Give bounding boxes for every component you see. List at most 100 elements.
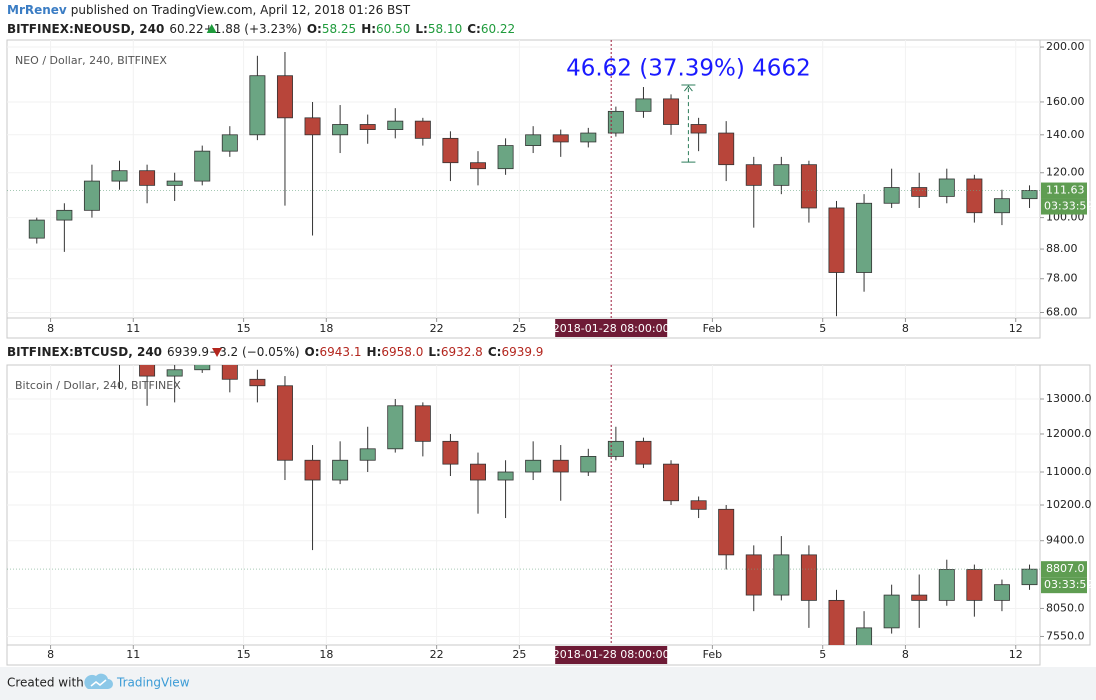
tradingview-logo[interactable] <box>84 673 113 689</box>
candle-body <box>497 471 514 481</box>
quote-value: 6958.0 <box>381 345 423 359</box>
candle-body <box>221 134 238 152</box>
candle-body <box>663 463 680 502</box>
candle-body <box>56 209 73 221</box>
quote-value: 58.25 <box>322 22 356 36</box>
candle-body <box>993 198 1010 214</box>
symbol: BITFINEX:BTCUSD, 240 <box>7 345 162 359</box>
candle-body <box>221 365 238 380</box>
candle-body <box>1021 190 1038 200</box>
measure-arrow <box>684 85 693 92</box>
countdown-label: 03:33:52 <box>1044 578 1093 591</box>
candle-body <box>883 187 900 204</box>
candle-body <box>332 459 349 481</box>
candle-body <box>470 463 486 481</box>
candle-body <box>249 378 266 387</box>
quote-label: L: <box>415 22 427 36</box>
x-tick-label: 5 <box>819 322 826 335</box>
quote-value: 60.50 <box>376 22 410 36</box>
candle-body <box>745 554 762 596</box>
candle-body <box>828 207 845 273</box>
x-tick-label: 8 <box>902 648 909 661</box>
symbol: BITFINEX:NEOUSD, 240 <box>7 22 164 36</box>
change: −3.2 (−0.05%) <box>209 345 300 359</box>
quote-label: L: <box>428 345 440 359</box>
candle-body <box>911 187 928 197</box>
y-tick-label: 9400.0 <box>1046 534 1085 547</box>
candle-body <box>111 170 128 182</box>
candle-body <box>304 117 321 136</box>
x-tick-label: 22 <box>430 648 444 661</box>
x-tick-label: Feb <box>703 648 722 661</box>
logo-line <box>90 679 107 687</box>
symbol-header: BITFINEX:BTCUSD, 240 6939.9−3.2 (−0.05%) O… <box>7 345 543 359</box>
candle-body <box>663 98 680 125</box>
y-tick-label: 160.00 <box>1046 95 1085 108</box>
quote-label: H: <box>367 345 382 359</box>
footer-bar <box>0 667 1096 700</box>
time-axis <box>6 317 1041 339</box>
price-axis <box>1039 39 1091 319</box>
brand[interactable]: TradingView <box>116 676 190 690</box>
plot <box>7 40 1040 318</box>
candle-body <box>800 554 817 601</box>
quote-value: 58.10 <box>428 22 462 36</box>
pane <box>6 39 1041 319</box>
candle-body <box>635 440 652 465</box>
candle-body <box>911 594 928 601</box>
candle-body <box>83 180 100 211</box>
candle-body <box>166 180 183 186</box>
candle-body <box>635 98 652 112</box>
candle-body <box>525 134 542 146</box>
candle-body <box>856 627 873 645</box>
x-tick-label: 8 <box>47 322 54 335</box>
y-tick-label: 8050.0 <box>1046 601 1085 614</box>
candle-body <box>883 594 900 629</box>
quote-value: 6943.1 <box>320 345 362 359</box>
candle-body <box>194 365 211 371</box>
candle-body <box>139 170 156 186</box>
candle-body <box>993 584 1010 601</box>
last-price-label: 111.63 <box>1046 184 1085 197</box>
candle-body <box>607 110 624 134</box>
candle-body <box>718 132 735 166</box>
x-tick-label: 25 <box>512 322 526 335</box>
y-tick-label: 200.00 <box>1046 40 1085 53</box>
time-axis <box>6 644 1041 666</box>
candle-body <box>414 120 431 139</box>
y-tick-label: 7550.0 <box>1046 629 1085 642</box>
symbol-header: BITFINEX:NEOUSD, 240 60.22+1.88 (+3.23%) O… <box>7 22 515 36</box>
measure-label: 46.62 (37.39%) 4662 <box>566 56 811 82</box>
candle-body <box>690 124 707 134</box>
candle-body <box>856 202 873 273</box>
candle-body <box>966 569 983 601</box>
candle-body <box>828 599 845 645</box>
candle-body <box>718 508 735 556</box>
y-tick-label: 10200.0 <box>1046 498 1092 511</box>
candle-body <box>497 145 514 170</box>
series-title: Bitcoin / Dollar, 240, BITFINEX <box>15 379 181 392</box>
candle-body <box>442 440 459 465</box>
publish-info: published on TradingView.com, April 12, … <box>71 3 411 17</box>
x-tick-label: 11 <box>126 648 140 661</box>
candle-body <box>470 162 486 170</box>
x-tick-label: Feb <box>703 322 722 335</box>
candle-body <box>938 178 955 197</box>
candle-body <box>800 164 817 209</box>
candle-body <box>773 554 790 596</box>
crosshair-label-bg <box>555 646 668 664</box>
candle-body <box>1021 568 1038 586</box>
quote-value: 6939.9 <box>501 345 543 359</box>
last-value: 6939.9 <box>167 345 209 359</box>
y-tick-label: 78.00 <box>1046 272 1078 285</box>
candle-body <box>359 124 376 130</box>
countdown-bg <box>1041 577 1087 594</box>
direction-arrow <box>212 348 223 357</box>
candle-body <box>414 405 431 442</box>
candle-body <box>745 164 762 186</box>
candle-body <box>139 365 156 377</box>
x-tick-label: 18 <box>319 648 333 661</box>
y-tick-label: 68.00 <box>1046 306 1078 319</box>
quote-label: C: <box>467 22 481 36</box>
author[interactable]: MrRenev <box>7 3 67 17</box>
